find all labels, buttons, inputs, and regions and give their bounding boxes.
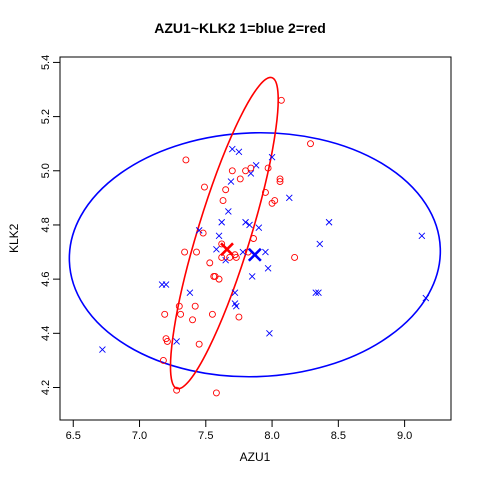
y-tick-label: 5.4 (40, 55, 52, 70)
point-group-1 (162, 281, 170, 288)
point-group-2 (201, 183, 208, 191)
point-group-2 (208, 310, 216, 318)
ellipse-group-2 (169, 76, 280, 390)
point-group-1 (173, 338, 180, 345)
point-group-1 (262, 248, 269, 256)
point-group-2 (226, 254, 234, 261)
point-group-1 (239, 248, 247, 256)
point-group-2 (222, 186, 230, 194)
y-tick-label: 5.0 (40, 163, 52, 178)
point-group-1 (422, 294, 430, 302)
point-group-1 (248, 273, 256, 280)
x-tick-label: 8.0 (264, 430, 279, 442)
y-tick-label: 4.4 (40, 326, 52, 341)
point-group-1 (316, 240, 324, 248)
point-group-1 (215, 232, 223, 240)
group-means (220, 242, 262, 262)
x-tick-label: 8.5 (331, 430, 346, 442)
point-group-2 (159, 356, 167, 364)
point-group-1 (99, 346, 106, 353)
y-tick-label: 4.6 (40, 271, 52, 286)
point-group-2 (277, 96, 285, 104)
point-group-2 (206, 259, 214, 267)
point-group-1 (232, 302, 240, 310)
y-tick-label: 4.8 (40, 217, 52, 232)
point-group-1 (213, 246, 220, 253)
ellipse-group-1 (68, 131, 442, 378)
point-group-2 (212, 389, 220, 397)
point-group-2 (261, 188, 269, 196)
point-group-2 (247, 164, 255, 172)
x-tick-label: 6.5 (66, 430, 81, 442)
point-group-2 (161, 310, 169, 318)
point-group-1 (418, 232, 426, 240)
y-tick-label: 5.2 (40, 109, 52, 124)
point-group-2 (307, 140, 314, 148)
point-group-2 (199, 229, 207, 237)
point-group-1 (315, 289, 322, 296)
point-group-2 (236, 175, 244, 183)
point-group-1 (246, 221, 253, 229)
point-group-2 (177, 310, 185, 318)
confidence-ellipses (68, 76, 442, 390)
point-group-2 (181, 248, 189, 256)
point-group-2 (218, 240, 226, 248)
point-group-2 (193, 248, 200, 256)
point-group-1 (225, 208, 232, 215)
chart-title: AZU1~KLK2 1=blue 2=red (154, 20, 326, 36)
point-group-1 (285, 194, 293, 202)
point-group-1 (186, 289, 194, 296)
point-group-2 (242, 167, 250, 175)
point-group-1 (227, 178, 235, 185)
point-group-2 (271, 197, 279, 205)
x-tick-label: 7.0 (132, 430, 147, 442)
point-group-2 (276, 175, 284, 183)
point-group-2 (195, 340, 203, 348)
point-group-1 (268, 153, 276, 161)
point-group-1 (255, 224, 263, 231)
x-tick-label: 7.5 (198, 430, 213, 442)
point-group-2 (235, 313, 243, 321)
y-tick-label: 4.2 (40, 380, 52, 395)
point-group-1 (231, 289, 239, 296)
point-group-2 (173, 386, 181, 394)
point-group-2 (219, 197, 227, 205)
point-group-2 (264, 164, 272, 172)
point-group-2 (276, 178, 284, 186)
point-group-1 (264, 264, 272, 272)
point-group-2 (191, 302, 199, 310)
x-axis: 6.5 7.0 7.5 8.0 8.5 9.0 (66, 419, 412, 442)
point-group-2 (215, 275, 223, 283)
point-group-2 (182, 156, 190, 164)
point-group-1 (195, 227, 203, 234)
point-group-1 (218, 218, 226, 226)
plot-frame (59, 56, 452, 421)
point-group-2 (175, 302, 183, 310)
point-group-2 (232, 254, 240, 261)
y-axis: 4.2 4.4 4.6 4.8 5.0 5.2 5.4 (40, 55, 60, 395)
point-group-2 (228, 167, 236, 175)
point-group-2 (163, 337, 171, 345)
point-group-1 (312, 289, 320, 296)
x-tick-label: 9.0 (397, 430, 412, 442)
point-group-1 (228, 145, 236, 153)
mean-marker-group-1 (247, 247, 262, 262)
point-group-1 (266, 329, 273, 337)
y-axis-label-text: KLK2 (7, 223, 21, 253)
point-group-2 (291, 254, 299, 261)
point-group-2 (189, 316, 196, 324)
point-group-1 (222, 256, 229, 264)
point-group-1 (242, 218, 249, 226)
x-axis-label: AZU1 (239, 450, 271, 464)
point-group-1 (325, 218, 333, 226)
point-group-1 (235, 148, 243, 156)
mean-marker-group-2 (220, 242, 234, 257)
point-group-2 (250, 235, 257, 242)
data-points (99, 96, 430, 397)
